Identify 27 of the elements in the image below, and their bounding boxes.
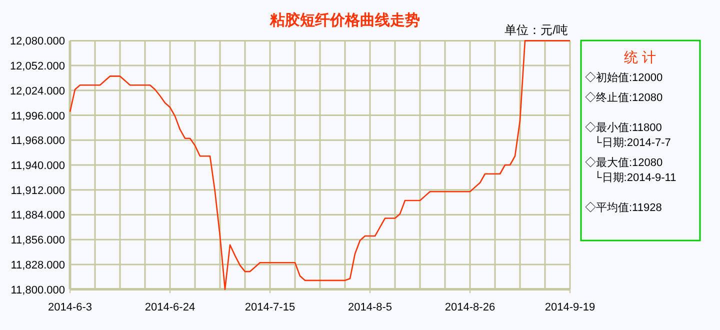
text: ◇最大值:12080: [585, 156, 663, 169]
y-tick-label: 11,856.000: [10, 234, 65, 247]
text: └日期:2014-9-11: [594, 170, 676, 184]
text: ◇最小值:11800: [585, 121, 662, 134]
x-tick-label: 2014-8-26: [444, 301, 496, 314]
y-tick-label: 11,912.000: [10, 184, 65, 197]
text: 单位：元/吨: [504, 23, 568, 37]
text: ◇终止值:12080: [585, 91, 663, 104]
y-tick-label: 11,996.000: [10, 110, 65, 122]
y-tick-label: 11,940.000: [10, 160, 65, 172]
text: ◇初始值:12000: [585, 71, 663, 84]
x-tick-label: 2014-7-15: [244, 301, 296, 314]
x-tick-label: 2014-6-3: [48, 301, 92, 314]
x-tick-label: 2014-9-19: [544, 301, 596, 314]
x-tick-label: 2014-6-24: [144, 301, 196, 314]
text: └日期:2014-7-7: [594, 135, 671, 149]
y-tick-label: 11,828.000: [10, 259, 65, 272]
text: ◇平均值:11928: [585, 201, 662, 214]
text: 统 计: [624, 49, 656, 65]
y-tick-label: 11,968.000: [10, 135, 65, 148]
chart-title: 粘胶短纤价格曲线走势: [269, 11, 420, 29]
x-tick-label: 2014-8-5: [348, 301, 392, 314]
y-tick-label: 12,024.000: [10, 85, 65, 98]
y-tick-label: 11,800.000: [10, 284, 65, 296]
y-tick-label: 12,080.000: [10, 36, 65, 48]
y-tick-label: 12,052.000: [10, 60, 65, 73]
y-tick-label: 11,884.000: [10, 210, 65, 222]
